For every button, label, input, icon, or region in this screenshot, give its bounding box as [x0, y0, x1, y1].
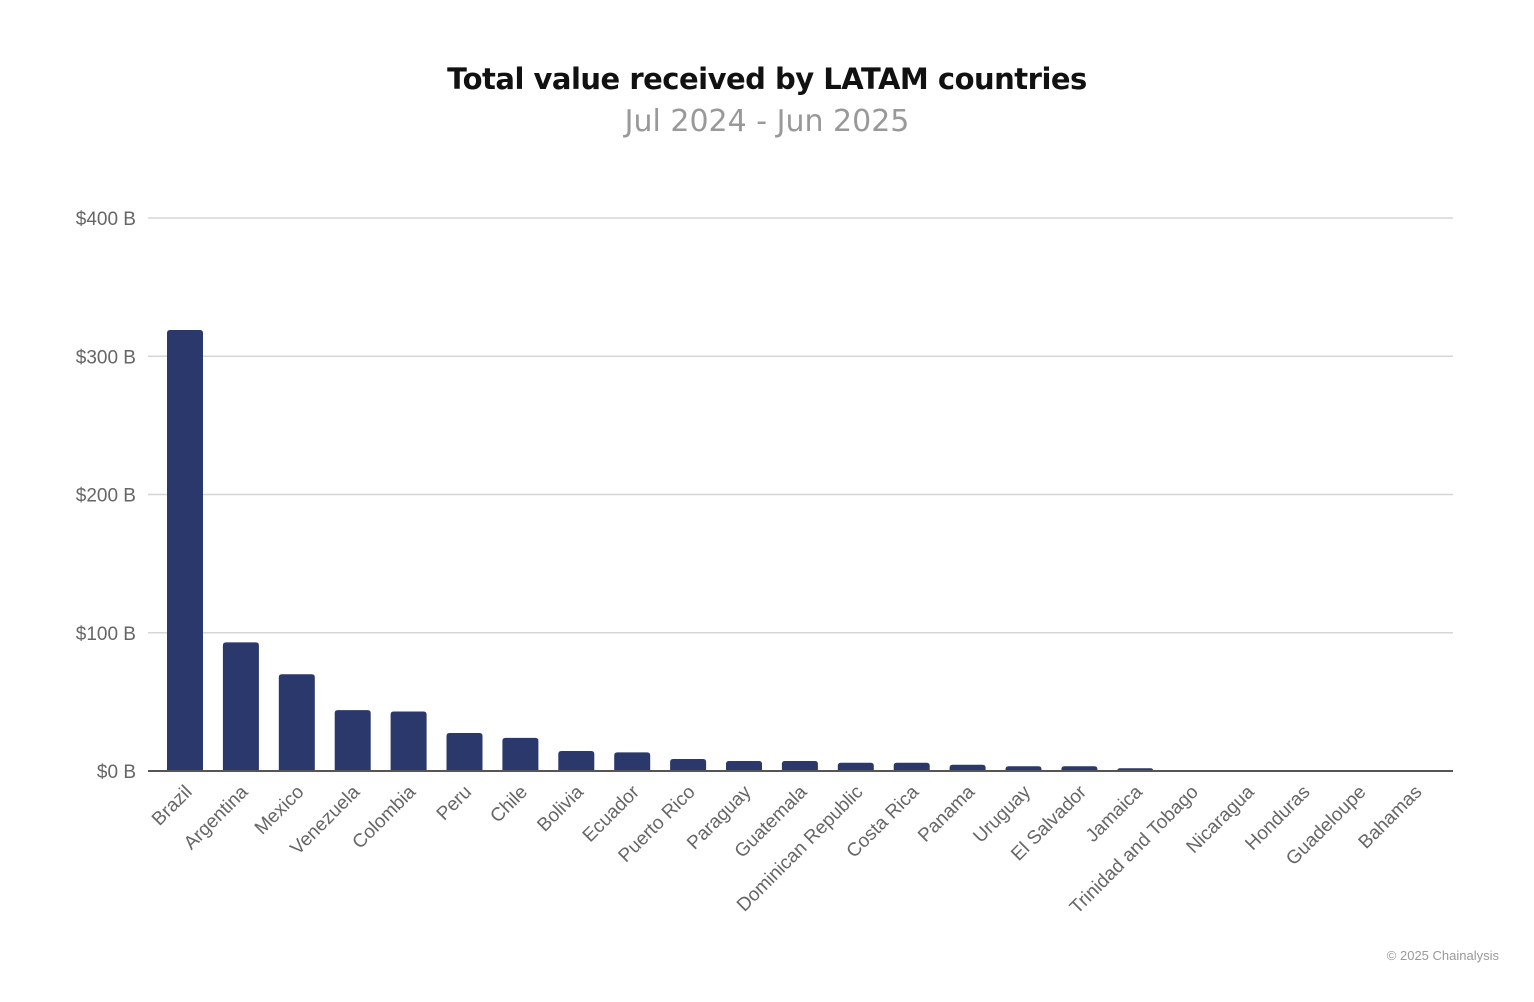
credit-text: © 2025 Chainalysis [1386, 948, 1499, 963]
x-tick-label: Brazil [148, 782, 196, 830]
bar [278, 674, 315, 771]
bar [1061, 766, 1098, 771]
bar [726, 761, 762, 771]
x-tick-label: Panama [914, 781, 979, 846]
bar [446, 732, 483, 771]
bar [502, 737, 539, 771]
y-tick-label: $0 B [97, 762, 136, 783]
y-tick-label: $200 B [76, 486, 136, 507]
bar [558, 750, 595, 771]
bar [781, 761, 818, 771]
bar [949, 764, 986, 771]
bar [1005, 766, 1042, 771]
chart-subtitle: Jul 2024 - Jun 2025 [624, 104, 910, 139]
bar [167, 329, 203, 771]
y-tick-label: $100 B [76, 624, 136, 645]
x-tick-label: Chile [486, 782, 531, 827]
bar [614, 752, 651, 771]
bar [334, 710, 371, 771]
x-tick-label: Bolivia [533, 781, 588, 836]
bar [670, 758, 707, 771]
y-tick-label: $300 B [76, 347, 136, 368]
x-tick-label: Peru [433, 782, 476, 825]
bar [390, 711, 427, 771]
bar [893, 762, 930, 771]
chart-title: Total value received by LATAM countries [447, 62, 1087, 96]
bar [837, 762, 874, 771]
y-tick-label: $400 B [76, 209, 136, 230]
bar [222, 642, 259, 771]
